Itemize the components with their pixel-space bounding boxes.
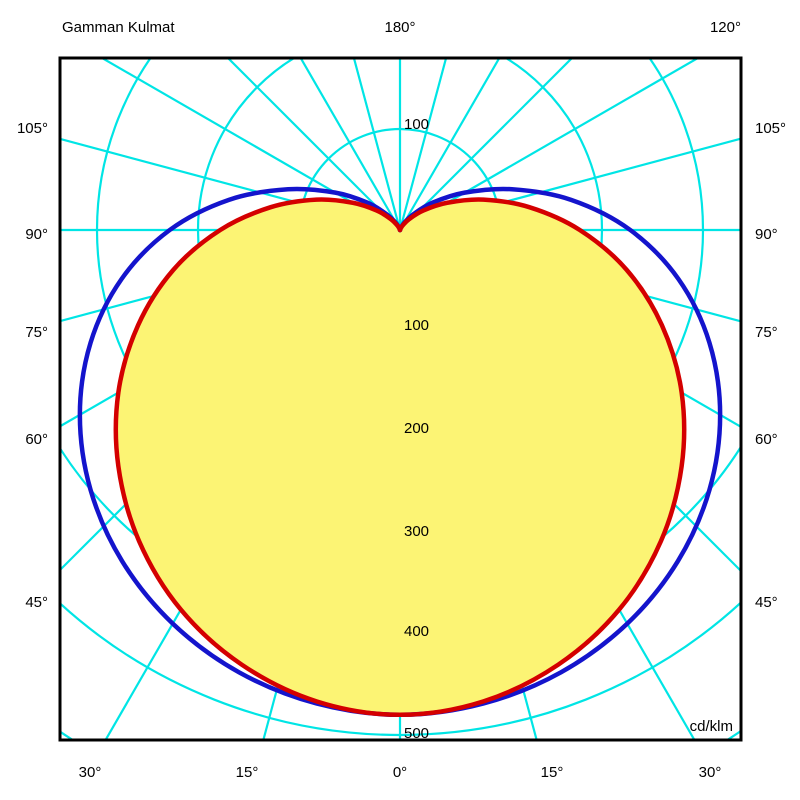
axis-label-left-45: 45° (25, 594, 48, 611)
grid-spoke--105 (60, 137, 401, 232)
axis-label-left-105: 105° (17, 120, 48, 137)
axis-label-top-right: 120° (710, 19, 741, 36)
radial-label-500: 500 (404, 725, 429, 742)
chart-title: Gamman Kulmat (62, 19, 175, 36)
grid-spoke--135 (226, 58, 401, 231)
grid-spoke-135 (399, 58, 574, 231)
grid-ring-500 (60, 600, 741, 736)
curve-c90-c270 (113, 197, 687, 718)
axis-label-bottom-30-left: 30° (79, 764, 102, 781)
axis-label-left-90: 90° (25, 226, 48, 243)
radial-label-200: 200 (404, 420, 429, 437)
radial-label-100: 100 (404, 317, 429, 334)
axis-label-bottom-30-right: 30° (699, 764, 722, 781)
axis-label-right-105: 105° (755, 120, 786, 137)
axis-label-bottom-15-right: 15° (541, 764, 564, 781)
grid-spoke--120 (99, 58, 401, 231)
axis-label-right-60: 60° (755, 431, 778, 448)
axis-label-left-60: 60° (25, 431, 48, 448)
grid-spoke-120 (399, 58, 701, 231)
axis-label-bottom-0: 0° (393, 764, 407, 781)
radial-label-300: 300 (404, 523, 429, 540)
axis-label-bottom-15-left: 15° (236, 764, 259, 781)
radial-label-100-upper: 100 (404, 116, 429, 133)
grid-spoke-105 (399, 137, 741, 232)
axis-label-right-45: 45° (755, 594, 778, 611)
curves-group (77, 186, 723, 718)
distribution-fill-area (115, 199, 685, 715)
unit-label: cd/klm (690, 718, 733, 735)
axis-label-top-center: 180° (384, 19, 415, 36)
axis-label-left-75: 75° (25, 324, 48, 341)
radial-label-400: 400 (404, 623, 429, 640)
axis-label-right-75: 75° (755, 324, 778, 341)
plot-frame-border (58, 56, 743, 742)
axis-label-right-90: 90° (755, 226, 778, 243)
